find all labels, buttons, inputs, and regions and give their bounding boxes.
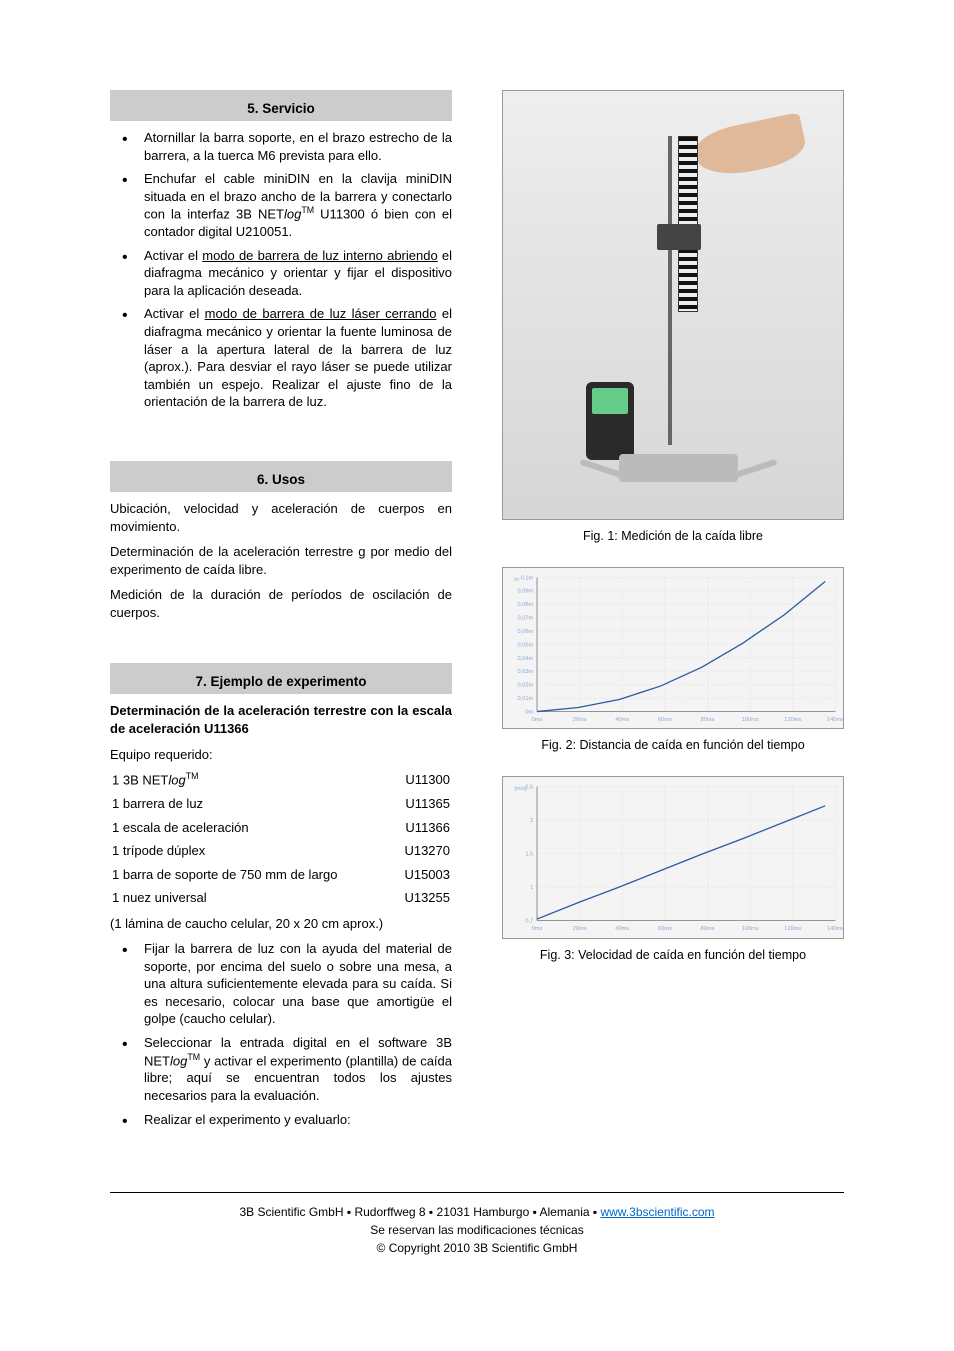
svg-text:1,5: 1,5: [525, 852, 533, 858]
svg-text:20ms: 20ms: [573, 717, 587, 723]
svg-text:0,7: 0,7: [525, 919, 533, 925]
trademark: TM: [301, 205, 314, 215]
svg-text:20ms: 20ms: [573, 926, 587, 932]
svg-text:0,08m: 0,08m: [517, 602, 533, 608]
table-row: 1 barra de soporte de 750 mm de largoU15…: [112, 864, 450, 886]
list-item: Seleccionar la entrada digital en el sof…: [110, 1034, 452, 1105]
svg-text:0,04m: 0,04m: [517, 656, 533, 662]
table-row: 1 barrera de luzU11365: [112, 793, 450, 815]
table-row: 1 trípode dúplexU13270: [112, 840, 450, 862]
footer-line-3: © Copyright 2010 3B Scientific GmbH: [110, 1239, 844, 1257]
equipment-code: U13255: [370, 887, 450, 909]
paragraph: Medición de la duración de períodos de o…: [110, 586, 452, 621]
svg-text:0,01m: 0,01m: [517, 696, 533, 702]
list-item: Fijar la barrera de luz con la ayuda del…: [110, 940, 452, 1028]
figure-2-chart: 0m 0,01m 0,02m 0,03m 0,04m 0,05m 0,06m 0,07m 0,0…: [502, 567, 844, 730]
svg-text:2: 2: [530, 818, 533, 824]
equipment-name: 1 barrera de luz: [112, 793, 368, 815]
svg-text:80ms: 80ms: [701, 717, 715, 723]
equipment-name: 1 barra de soporte de 750 mm de largo: [112, 864, 368, 886]
page-footer: 3B Scientific GmbH ▪ Rudorffweg 8 ▪ 2103…: [110, 1192, 844, 1257]
equipment-name: 1 nuez universal: [112, 887, 368, 909]
list-item: Atornillar la barra soporte, en el brazo…: [110, 129, 452, 164]
list-item: Activar el modo de barrera de luz intern…: [110, 247, 452, 300]
brand-italic: log: [170, 1053, 187, 1068]
svg-text:[m/s]: [m/s]: [514, 787, 527, 793]
section-5-list: Atornillar la barra soporte, en el brazo…: [110, 129, 452, 411]
svg-text:0,05m: 0,05m: [517, 642, 533, 648]
right-column: Fig. 1: Medición de la caída libre 0m 0,0…: [502, 90, 844, 986]
footer-link[interactable]: www.3bscientific.com: [600, 1205, 714, 1219]
table-row: 1 escala de aceleraciónU11366: [112, 817, 450, 839]
figure-3-chart: 0,711,522,50ms20ms40ms60ms80ms100ms120ms…: [502, 776, 844, 939]
svg-text:0ms: 0ms: [532, 717, 543, 723]
equipment-code: U15003: [370, 864, 450, 886]
section-7-header: 7. Ejemplo de experimento: [110, 663, 452, 694]
footer-line-2: Se reservan las modificaciones técnicas: [110, 1221, 844, 1239]
svg-text:100ms: 100ms: [742, 717, 759, 723]
svg-text:0,09m: 0,09m: [517, 589, 533, 595]
equipment-code: U11366: [370, 817, 450, 839]
list-item: Realizar el experimento y evaluarlo:: [110, 1111, 452, 1129]
footer-line-1: 3B Scientific GmbH ▪ Rudorffweg 8 ▪ 2103…: [110, 1203, 844, 1221]
paragraph: Determinación de la aceleración terrestr…: [110, 543, 452, 578]
figure-3-caption: Fig. 3: Velocidad de caída en función de…: [502, 947, 844, 964]
left-column: 5. Servicio Atornillar la barra soporte,…: [110, 90, 452, 1144]
equipment-name: 1 escala de aceleración: [112, 817, 368, 839]
svg-text:0,02m: 0,02m: [517, 682, 533, 688]
list-item: Enchufar el cable miniDIN en la clavija …: [110, 170, 452, 241]
svg-text:140ms: 140ms: [827, 926, 843, 932]
equipment-table: 1 3B NETlogTMU113001 barrera de luzU1136…: [110, 767, 452, 911]
figure-2-caption: Fig. 2: Distancia de caída en función de…: [502, 737, 844, 754]
equipment-name: 1 trípode dúplex: [112, 840, 368, 862]
footer-separator: ▪: [344, 1205, 355, 1219]
underlined-text: modo de barrera de luz láser cerrando: [205, 306, 437, 321]
svg-text:140ms: 140ms: [827, 717, 843, 723]
footer-company: 3B Scientific GmbH: [239, 1205, 343, 1219]
trademark: TM: [187, 1052, 200, 1062]
underlined-text: modo de barrera de luz interno abriendo: [202, 248, 437, 263]
svg-text:80ms: 80ms: [701, 926, 715, 932]
svg-text:0,03m: 0,03m: [517, 669, 533, 675]
table-row: 1 3B NETlogTMU11300: [112, 769, 450, 791]
svg-text:60ms: 60ms: [658, 717, 672, 723]
svg-text:m: m: [514, 577, 519, 583]
svg-text:40ms: 40ms: [615, 717, 629, 723]
page-columns: 5. Servicio Atornillar la barra soporte,…: [110, 90, 844, 1144]
text: Activar el: [144, 248, 202, 263]
equipment-note: (1 lámina de caucho celular, 20 x 20 cm …: [110, 915, 452, 933]
svg-text:100ms: 100ms: [742, 926, 759, 932]
table-row: 1 nuez universalU13255: [112, 887, 450, 909]
section-7-steps: Fijar la barrera de luz con la ayuda del…: [110, 940, 452, 1128]
svg-text:0,07m: 0,07m: [517, 615, 533, 621]
equipment-code: U11365: [370, 793, 450, 815]
text: Activar el: [144, 306, 205, 321]
brand-italic: log: [284, 207, 301, 222]
footer-address: Rudorffweg 8 ▪ 21031 Hamburgo ▪ Alemania…: [354, 1205, 600, 1219]
svg-text:60ms: 60ms: [658, 926, 672, 932]
svg-text:0m: 0m: [525, 709, 533, 715]
svg-text:1: 1: [530, 885, 533, 891]
equipment-label: Equipo requerido:: [110, 746, 452, 764]
experiment-subtitle: Determinación de la aceleración terrestr…: [110, 702, 452, 737]
svg-text:120ms: 120ms: [784, 926, 801, 932]
list-item: Activar el modo de barrera de luz láser …: [110, 305, 452, 410]
section-6-header: 6. Usos: [110, 461, 452, 492]
equipment-code: U13270: [370, 840, 450, 862]
svg-text:0,1m: 0,1m: [521, 575, 534, 581]
svg-text:40ms: 40ms: [615, 926, 629, 932]
svg-text:0ms: 0ms: [532, 926, 543, 932]
figure-1-caption: Fig. 1: Medición de la caída libre: [502, 528, 844, 545]
paragraph: Ubicación, velocidad y aceleración de cu…: [110, 500, 452, 535]
svg-text:0,06m: 0,06m: [517, 629, 533, 635]
equipment-name: 1 3B NETlogTM: [112, 769, 368, 791]
figure-1-image: [502, 90, 844, 520]
equipment-code: U11300: [370, 769, 450, 791]
text: el diafragma mecánico y orientar la fuen…: [144, 306, 452, 409]
svg-text:120ms: 120ms: [784, 717, 801, 723]
section-5-header: 5. Servicio: [110, 90, 452, 121]
